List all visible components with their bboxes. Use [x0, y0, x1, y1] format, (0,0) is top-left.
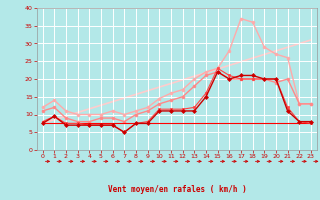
Text: Vent moyen/en rafales ( km/h ): Vent moyen/en rafales ( km/h ): [108, 185, 247, 194]
